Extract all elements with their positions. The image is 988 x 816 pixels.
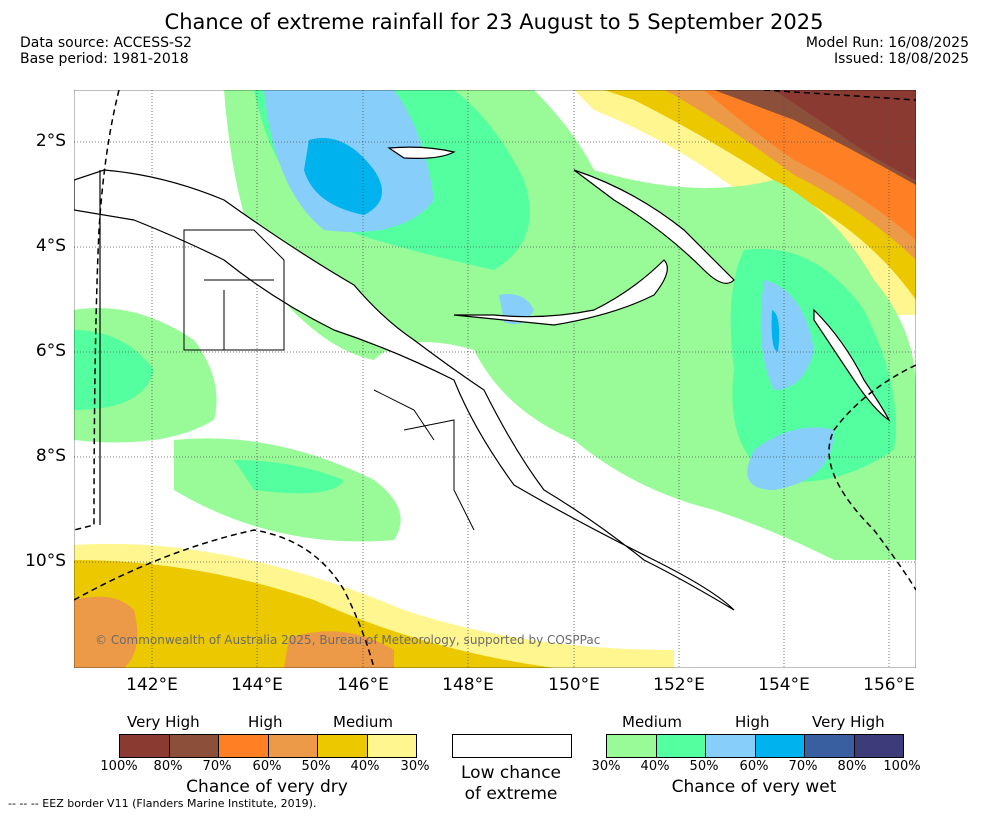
eez-note: -- -- -- EEZ border V11 (Flanders Marine… bbox=[8, 797, 317, 810]
wet-swatch bbox=[854, 735, 903, 757]
lon-label-154e: 154°E bbox=[758, 675, 810, 695]
province-borders-east bbox=[373, 389, 475, 531]
wet-tick: 70% bbox=[788, 759, 818, 774]
dry-category-very-high: Very High bbox=[127, 713, 200, 731]
wet-tick: 40% bbox=[640, 759, 670, 774]
wet-tick: 50% bbox=[689, 759, 719, 774]
dry-tick: 70% bbox=[202, 759, 232, 774]
low-chance-caption: Low chance of extreme bbox=[440, 763, 582, 805]
wet-category-very-high: Very High bbox=[812, 713, 885, 731]
wet-zone-40-south bbox=[234, 460, 344, 494]
lat-label-4s: 4°S bbox=[35, 236, 66, 256]
dry-zone-south-50b bbox=[284, 631, 394, 668]
meta-left: Data source: ACCESS-S2 Base period: 1981… bbox=[20, 35, 192, 67]
wet-swatch bbox=[607, 735, 657, 757]
dry-swatch bbox=[120, 735, 170, 757]
wet-tick: 100% bbox=[883, 759, 921, 774]
lon-label-144e: 144°E bbox=[231, 675, 283, 695]
dry-colorbar bbox=[119, 734, 417, 758]
wet-caption: Chance of very wet bbox=[671, 777, 837, 797]
wet-swatch bbox=[805, 735, 855, 757]
manus-island bbox=[387, 146, 456, 159]
meta-right: Model Run: 16/08/2025 Issued: 18/08/2025 bbox=[806, 35, 969, 67]
dry-category-high: High bbox=[248, 713, 283, 731]
dry-swatch bbox=[169, 735, 219, 757]
low-chance-line1: Low chance bbox=[461, 763, 561, 783]
wet-zone-50-east bbox=[760, 280, 814, 390]
wet-colorbar bbox=[606, 734, 904, 758]
lon-label-152e: 152°E bbox=[653, 675, 705, 695]
wet-swatch bbox=[706, 735, 756, 757]
province-borders bbox=[183, 229, 285, 351]
low-chance-line2: of extreme bbox=[464, 784, 558, 804]
wet-category-medium: Medium bbox=[622, 713, 682, 731]
dry-zone-south-50a bbox=[74, 596, 138, 668]
wet-category-high: High bbox=[735, 713, 770, 731]
dry-tick: 80% bbox=[153, 759, 183, 774]
wet-zone-40-west bbox=[74, 330, 154, 410]
wet-swatch bbox=[755, 735, 805, 757]
dry-tick: 60% bbox=[252, 759, 282, 774]
new-britain bbox=[453, 259, 668, 326]
low-chance-swatch bbox=[452, 734, 572, 758]
eez-border-east bbox=[828, 364, 916, 591]
eez-border-west bbox=[74, 90, 120, 531]
lat-label-2s: 2°S bbox=[35, 131, 66, 151]
dry-caption: Chance of very dry bbox=[186, 777, 348, 797]
wet-tick: 30% bbox=[591, 759, 621, 774]
wet-tick: 80% bbox=[837, 759, 867, 774]
dry-tick: 50% bbox=[301, 759, 331, 774]
wet-zone-60-east bbox=[771, 310, 780, 352]
dry-swatch bbox=[219, 735, 269, 757]
dry-swatch bbox=[318, 735, 368, 757]
wet-tick: 60% bbox=[739, 759, 769, 774]
eez-border-south bbox=[74, 529, 375, 668]
rainfall-map bbox=[74, 90, 916, 668]
dry-category-medium: Medium bbox=[333, 713, 393, 731]
copyright-notice: © Commonwealth of Australia 2025, Bureau… bbox=[95, 633, 601, 647]
new-ireland bbox=[573, 169, 735, 284]
lon-label-146e: 146°E bbox=[337, 675, 389, 695]
lat-label-6s: 6°S bbox=[35, 341, 66, 361]
lon-label-148e: 148°E bbox=[442, 675, 494, 695]
wet-swatch bbox=[656, 735, 706, 757]
eez-border-north bbox=[763, 90, 916, 101]
lon-label-156e: 156°E bbox=[863, 675, 915, 695]
dry-zone-south-40 bbox=[74, 560, 554, 668]
issued-date: Issued: 18/08/2025 bbox=[834, 51, 969, 67]
dry-tick: 30% bbox=[400, 759, 430, 774]
wet-zone-60 bbox=[304, 138, 382, 215]
map-title: Chance of extreme rainfall for 23 August… bbox=[164, 10, 824, 34]
png-mainland bbox=[74, 169, 735, 611]
dry-tick: 100% bbox=[100, 759, 138, 774]
dry-tick: 40% bbox=[350, 759, 380, 774]
wet-zone-50-southeast bbox=[747, 427, 834, 490]
dry-swatch bbox=[367, 735, 416, 757]
lat-label-10s: 10°S bbox=[25, 551, 66, 571]
lat-label-8s: 8°S bbox=[35, 446, 66, 466]
model-run: Model Run: 16/08/2025 bbox=[805, 35, 969, 51]
lon-label-150e: 150°E bbox=[548, 675, 600, 695]
dry-zone-80 bbox=[774, 90, 916, 180]
data-source: Data source: ACCESS-S2 bbox=[20, 35, 192, 51]
lon-label-142e: 142°E bbox=[126, 675, 178, 695]
dry-swatch bbox=[268, 735, 318, 757]
base-period: Base period: 1981-2018 bbox=[20, 51, 189, 67]
